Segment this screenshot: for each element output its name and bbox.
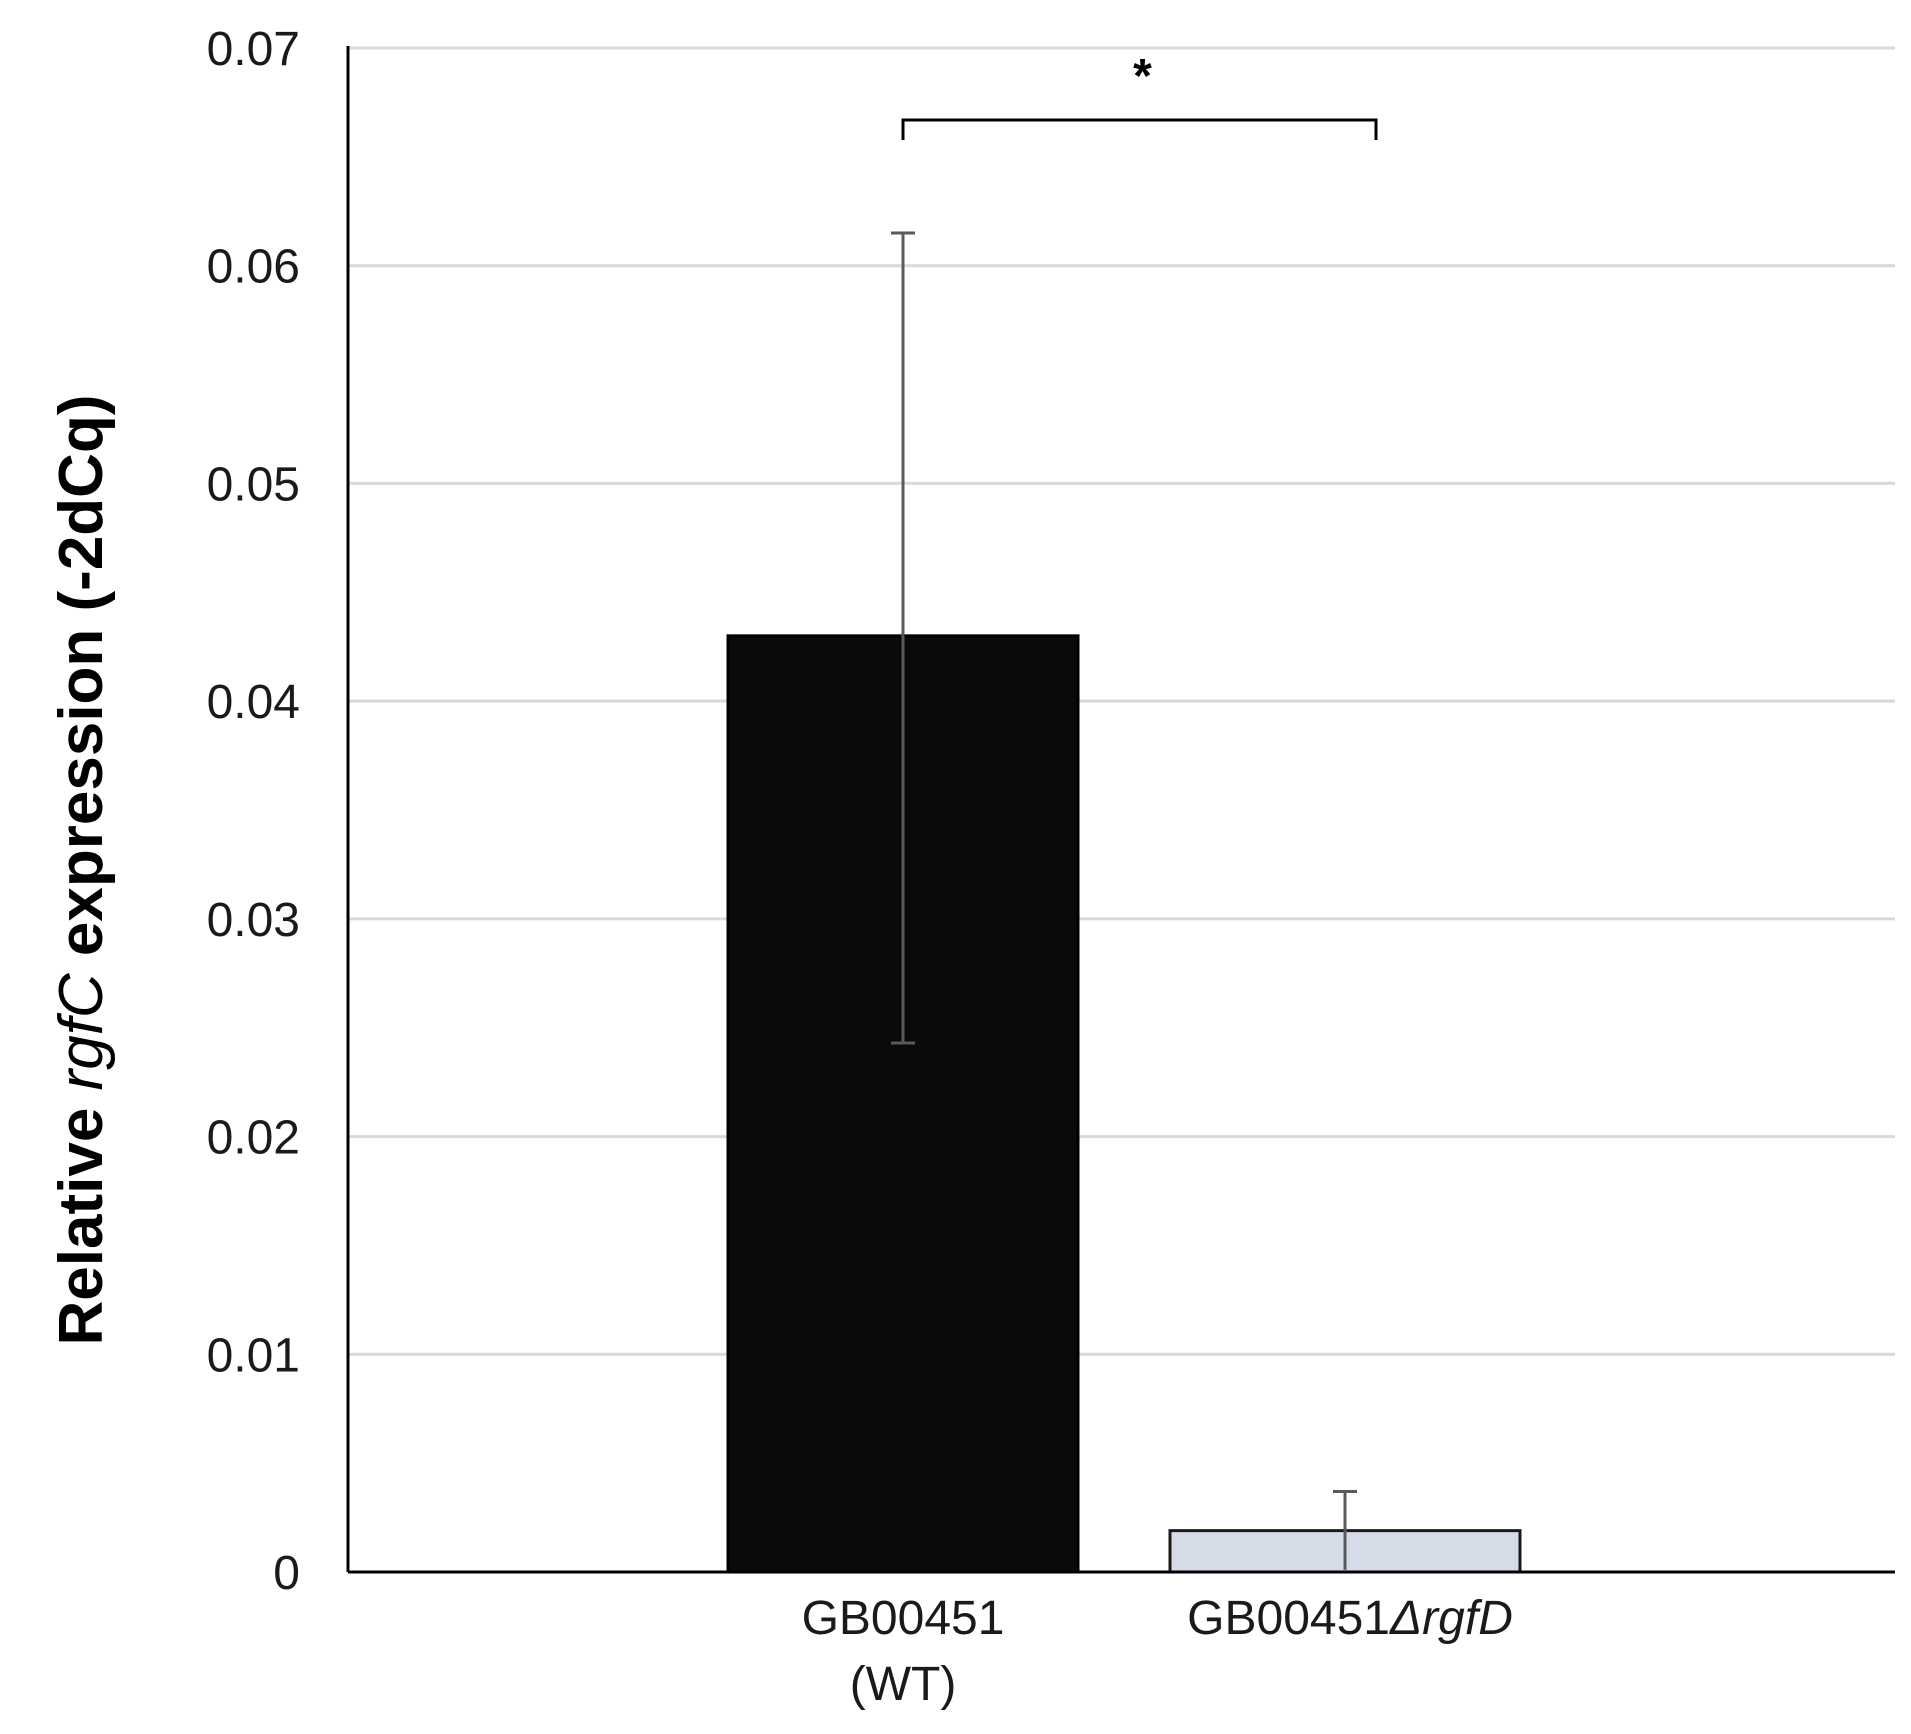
y-tick-label-0.05: 0.05: [207, 458, 300, 511]
significance-bracket: *: [901, 50, 1378, 140]
category-label-0-line2: (WT): [850, 1658, 957, 1711]
gridlines: [348, 46, 1895, 1356]
bars: [726, 634, 1522, 1574]
significance-label: *: [1133, 50, 1152, 103]
y-tick-label-0.06: 0.06: [207, 241, 300, 294]
y-tick-label-0.07: 0.07: [207, 23, 300, 76]
y-tick-label-0: 0: [273, 1547, 300, 1600]
category-label-1: GB00451ΔrgfD: [1187, 1592, 1513, 1645]
y-axis-label: Relative rgfC expression (-2dCq): [47, 395, 116, 1346]
y-tick-labels: 0 0.01 0.02 0.03 0.04 0.05 0.06 0.07: [207, 23, 300, 1600]
y-tick-label-0.01: 0.01: [207, 1329, 300, 1382]
error-bars: [891, 231, 1357, 1570]
y-tick-label-0.03: 0.03: [207, 894, 300, 947]
y-tick-label-0.04: 0.04: [207, 676, 300, 729]
category-label-0: GB00451: [802, 1592, 1005, 1645]
category-labels: GB00451 (WT) GB00451ΔrgfD: [802, 1592, 1513, 1711]
y-tick-label-0.02: 0.02: [207, 1112, 300, 1165]
significance-bracket-line: [901, 118, 1378, 140]
